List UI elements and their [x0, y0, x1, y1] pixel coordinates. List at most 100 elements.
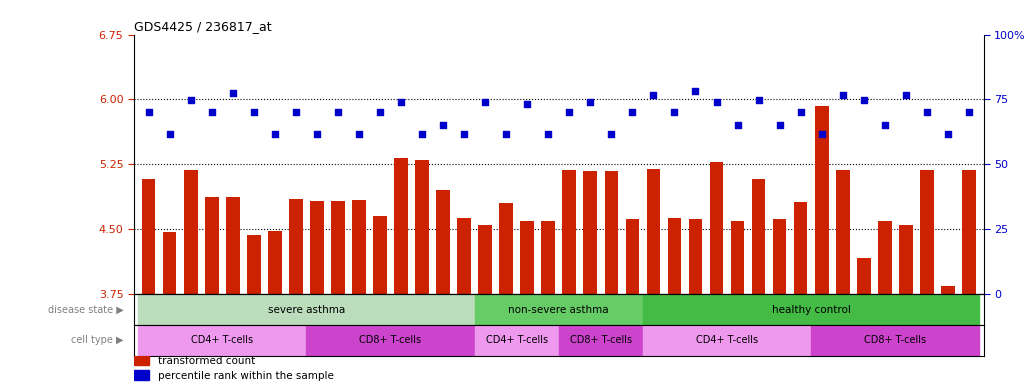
Text: disease state ▶: disease state ▶ — [47, 305, 124, 314]
Bar — [475, 294, 643, 325]
Text: transformed count: transformed count — [158, 356, 255, 366]
Bar — [226, 197, 240, 294]
Bar — [941, 286, 955, 294]
Point — [519, 101, 536, 107]
Bar — [857, 258, 870, 294]
Point — [182, 97, 199, 103]
Bar — [138, 325, 306, 356]
Text: severe asthma: severe asthma — [268, 305, 345, 314]
Point — [771, 122, 788, 129]
Bar — [306, 325, 475, 356]
Point — [687, 88, 703, 94]
Point — [497, 131, 514, 137]
Bar — [647, 169, 660, 294]
Point — [245, 109, 262, 116]
Bar — [437, 190, 450, 294]
Bar — [815, 106, 828, 294]
Point — [604, 131, 620, 137]
Bar — [643, 325, 812, 356]
Point — [729, 122, 746, 129]
Point — [877, 122, 893, 129]
Bar — [183, 170, 198, 294]
Bar — [667, 218, 681, 294]
Text: CD8+ T-cells: CD8+ T-cells — [570, 335, 631, 345]
Point — [456, 131, 473, 137]
Bar — [689, 219, 702, 294]
Text: cell type ▶: cell type ▶ — [71, 335, 124, 345]
Bar — [625, 219, 640, 294]
Bar — [794, 202, 808, 294]
Bar — [457, 218, 471, 294]
Point — [834, 92, 851, 98]
Bar — [899, 225, 913, 294]
Point — [330, 109, 346, 116]
Bar — [134, 355, 149, 365]
Bar — [268, 231, 281, 294]
Point — [561, 109, 578, 116]
Bar — [812, 325, 980, 356]
Bar — [878, 221, 892, 294]
Point — [140, 109, 157, 116]
Bar — [730, 221, 745, 294]
Bar — [138, 294, 475, 325]
Point — [540, 131, 556, 137]
Bar — [478, 225, 492, 294]
Text: percentile rank within the sample: percentile rank within the sample — [158, 371, 334, 381]
Bar — [205, 197, 218, 294]
Text: CD4+ T-cells: CD4+ T-cells — [192, 335, 253, 345]
Point — [267, 131, 283, 137]
Point — [897, 92, 914, 98]
Point — [225, 89, 241, 96]
Point — [372, 109, 388, 116]
Point — [204, 109, 220, 116]
Bar — [643, 294, 980, 325]
Bar — [920, 170, 934, 294]
Text: CD8+ T-cells: CD8+ T-cells — [864, 335, 926, 345]
Point — [856, 97, 872, 103]
Bar — [542, 221, 555, 294]
Bar — [394, 158, 408, 294]
Bar — [583, 171, 597, 294]
Bar — [710, 162, 723, 294]
Point — [624, 109, 641, 116]
Bar — [962, 170, 975, 294]
Text: GDS4425 / 236817_at: GDS4425 / 236817_at — [134, 20, 272, 33]
Point — [961, 109, 977, 116]
Point — [162, 131, 178, 137]
Text: CD4+ T-cells: CD4+ T-cells — [486, 335, 548, 345]
Bar — [500, 204, 513, 294]
Point — [287, 109, 304, 116]
Point — [939, 131, 956, 137]
Text: CD8+ T-cells: CD8+ T-cells — [359, 335, 421, 345]
Bar — [134, 370, 149, 380]
Bar — [247, 235, 261, 294]
Bar — [289, 199, 303, 294]
Text: healthy control: healthy control — [771, 305, 851, 314]
Bar — [520, 221, 535, 294]
Bar — [415, 160, 428, 294]
Point — [919, 109, 935, 116]
Point — [309, 131, 325, 137]
Text: CD4+ T-cells: CD4+ T-cells — [696, 335, 758, 345]
Point — [750, 97, 766, 103]
Point — [814, 131, 830, 137]
Text: non-severe asthma: non-severe asthma — [509, 305, 609, 314]
Bar — [163, 232, 176, 294]
Bar — [772, 219, 787, 294]
Point — [351, 131, 368, 137]
Point — [582, 99, 598, 105]
Bar — [331, 201, 345, 294]
Bar — [562, 170, 576, 294]
Bar — [142, 179, 156, 294]
Point — [392, 99, 409, 105]
Bar — [352, 200, 366, 294]
Point — [414, 131, 431, 137]
Bar — [475, 325, 558, 356]
Bar — [310, 201, 323, 294]
Point — [792, 109, 809, 116]
Bar — [373, 216, 387, 294]
Point — [435, 122, 451, 129]
Bar — [836, 170, 850, 294]
Bar — [752, 179, 765, 294]
Point — [666, 109, 683, 116]
